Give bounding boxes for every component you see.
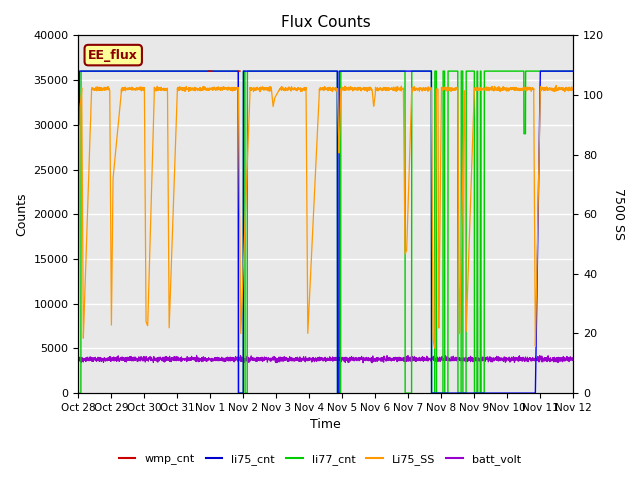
Y-axis label: 7500 SS: 7500 SS <box>612 188 625 240</box>
Text: EE_flux: EE_flux <box>88 48 138 61</box>
Title: Flux Counts: Flux Counts <box>281 15 371 30</box>
Y-axis label: Counts: Counts <box>15 192 28 236</box>
X-axis label: Time: Time <box>310 419 341 432</box>
Legend: wmp_cnt, li75_cnt, li77_cnt, Li75_SS, batt_volt: wmp_cnt, li75_cnt, li77_cnt, Li75_SS, ba… <box>115 450 525 469</box>
